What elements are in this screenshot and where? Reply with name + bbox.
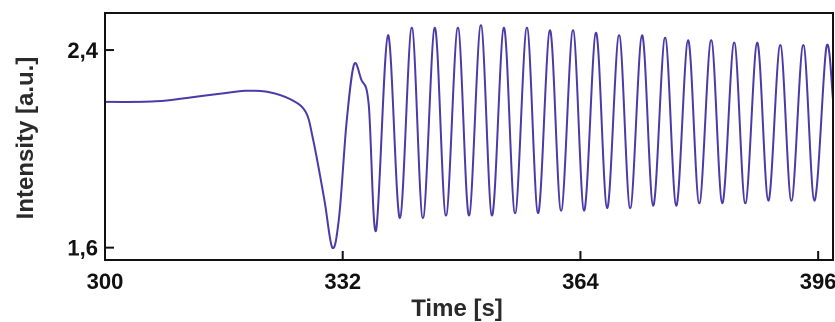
- x-axis-title: Time [s]: [411, 295, 503, 322]
- x-tick-label: 332: [324, 269, 361, 294]
- series-line: [104, 24, 834, 250]
- x-tick-label: 396: [800, 269, 835, 294]
- y-tick-label: 2,4: [67, 38, 98, 63]
- x-tick-label: 300: [87, 269, 124, 294]
- x-tick-label: 364: [562, 269, 599, 294]
- plot-frame: [104, 12, 834, 261]
- x-axis-ticks: 300 332 364 396: [87, 251, 835, 294]
- y-axis-title: Intensity [a.u.]: [12, 57, 39, 220]
- y-tick-label: 1,6: [67, 236, 98, 261]
- y-axis-ticks: 1,6 2,4: [67, 38, 114, 261]
